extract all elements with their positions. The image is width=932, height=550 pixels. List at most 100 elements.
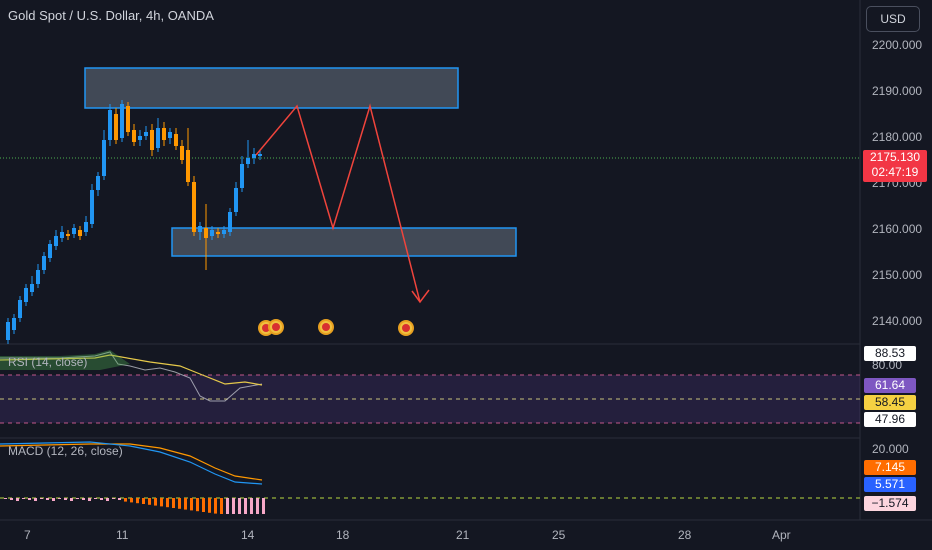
macd-histogram-bar [244, 498, 247, 514]
usd-flag-icon[interactable] [318, 319, 334, 335]
macd-histogram-bar [112, 498, 115, 499]
date-tick-label: 21 [456, 528, 470, 542]
symbol-title[interactable]: Gold Spot / U.S. Dollar, 4h, OANDA [8, 8, 214, 23]
candlestick-series [6, 100, 262, 344]
price-tick-label: 2160.000 [872, 222, 923, 236]
rsi-ma-line [0, 354, 263, 386]
rsi-axis-tick: 80.00 [872, 358, 903, 372]
macd-histogram-bar [10, 498, 13, 500]
macd-histogram-bar [106, 498, 109, 501]
macd-histogram-bar [262, 498, 265, 514]
macd-histogram-bar [22, 498, 25, 499]
macd-axis-tick: 20.000 [872, 442, 909, 456]
date-tick-label: 28 [678, 528, 692, 542]
macd-histogram-bar [76, 498, 79, 499]
macd-histogram-bar [16, 498, 19, 501]
macd-histogram-bar [88, 498, 91, 501]
macd-signal-line [0, 443, 263, 481]
price-tick-label: 2150.000 [872, 268, 923, 282]
candle-body [228, 212, 232, 232]
price-tick-label: 2180.000 [872, 130, 923, 144]
candle-body [144, 132, 148, 136]
date-tick-label: 7 [24, 528, 31, 542]
candle-body [156, 128, 160, 148]
macd-histogram-bar [142, 498, 145, 504]
candle-body [126, 106, 130, 132]
candle-body [72, 228, 76, 234]
macd-histogram-bar [208, 498, 211, 513]
macd-histogram-bar [58, 498, 61, 499]
rsi-lower-badge: 47.96 [864, 412, 916, 427]
rsi-line [0, 351, 263, 402]
candle-body [108, 110, 112, 140]
usd-flag-icon[interactable] [268, 319, 284, 335]
price-tick-label: 2190.000 [872, 84, 923, 98]
candle-body [12, 318, 16, 330]
candle-body [66, 234, 70, 236]
macd-legend[interactable]: MACD (12, 26, close) [8, 444, 123, 458]
price-tick-label: 2200.000 [872, 38, 923, 52]
macd-histogram-bar [70, 498, 73, 501]
candle-body [84, 222, 88, 232]
histogram-value-badge: −1.574 [864, 496, 916, 511]
usd-flag-icon[interactable] [398, 320, 414, 336]
candle-body [150, 130, 154, 150]
macd-histogram-bar [232, 498, 235, 514]
macd-histogram-bar [256, 498, 259, 514]
candle-body [198, 226, 202, 232]
date-tick-label: 25 [552, 528, 566, 542]
macd-histogram-bar [118, 498, 121, 500]
macd-histogram-bar [130, 498, 133, 503]
macd-histogram-bar [172, 498, 175, 508]
macd-histogram-bar [124, 498, 127, 502]
candle-body [90, 190, 94, 224]
candle-body [186, 150, 190, 182]
macd-histogram-bar [196, 498, 199, 512]
currency-button[interactable]: USD [866, 6, 920, 32]
macd-histogram-bar [238, 498, 241, 514]
resistance-zone[interactable] [84, 67, 459, 109]
candle-body [132, 130, 136, 142]
macd-histogram-bar [160, 498, 163, 507]
candle-body [180, 146, 184, 160]
candle-body [42, 256, 46, 270]
rsi-overbought-fill [0, 350, 130, 370]
macd-histogram-bar [154, 498, 157, 506]
macd-line [0, 441, 263, 485]
projection-arrowhead [411, 289, 430, 304]
candle-body [240, 164, 244, 188]
projection-path[interactable] [255, 103, 421, 303]
macd-histogram-bar [202, 498, 205, 512]
candle-body [168, 132, 172, 138]
price-tick-label: 2140.000 [872, 314, 923, 328]
macd-histogram-bar [40, 498, 43, 499]
candle-body [48, 244, 52, 258]
macd-histogram-bar [166, 498, 169, 508]
candle-body [258, 154, 262, 156]
macd-histogram-bar [28, 498, 31, 500]
macd-histogram-bar [184, 498, 187, 510]
date-tick-label: 11 [116, 528, 129, 542]
rsi-upper-badge: 61.64 [864, 378, 916, 393]
candle-body [138, 136, 142, 140]
rsi-legend[interactable]: RSI (14, close) [8, 355, 88, 369]
bar-countdown: 02:47:19 [871, 165, 919, 179]
macd-histogram-bar [220, 498, 223, 514]
macd-histogram-bar [190, 498, 193, 511]
macd-histogram [4, 498, 265, 514]
candle-body [162, 128, 166, 140]
macd-histogram-bar [94, 498, 97, 499]
candle-body [222, 230, 226, 234]
macd-histogram-bar [4, 498, 7, 499]
macd-histogram-bar [52, 498, 55, 501]
candle-body [30, 284, 34, 292]
macd-histogram-bar [136, 498, 139, 504]
current-price-value: 2175.130 [869, 150, 921, 164]
support-zone[interactable] [171, 227, 517, 257]
macd-histogram-bar [226, 498, 229, 514]
candle-body [174, 134, 178, 146]
candle-body [252, 154, 256, 158]
rsi-mid-badge: 58.45 [864, 395, 916, 410]
